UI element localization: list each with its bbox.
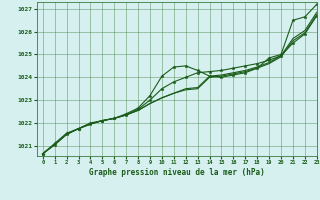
X-axis label: Graphe pression niveau de la mer (hPa): Graphe pression niveau de la mer (hPa) — [89, 168, 265, 177]
